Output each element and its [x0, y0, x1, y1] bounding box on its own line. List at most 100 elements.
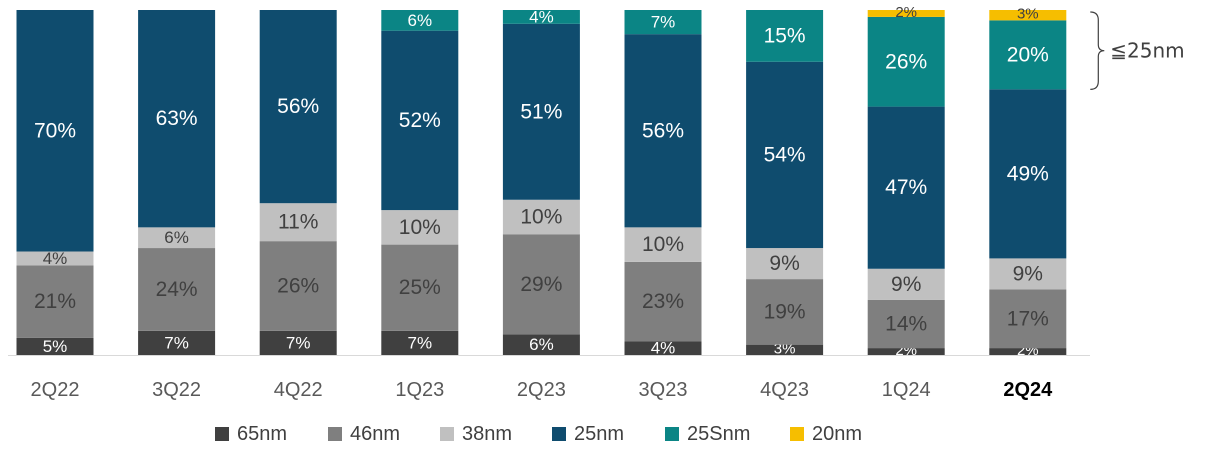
bar-segment-4Q23-25Snm [746, 10, 824, 62]
bar-3Q22: 7% 24% 6% 63% [138, 10, 216, 355]
data-label-4Q22-38nm: 11% [278, 211, 318, 234]
data-label-2Q24-38nm: 9% [1013, 262, 1043, 285]
data-label-3Q23-65nm: 4% [651, 339, 676, 358]
bar-segment-3Q22-65nm [138, 330, 216, 355]
bar-1Q24: 2%14%9%47%26%2% [867, 4, 945, 359]
data-label-1Q23-46nm: 25% [399, 276, 441, 299]
bar-4Q23: 3%19%9%54%15% [746, 10, 824, 357]
legend-label-38nm: 38nm [462, 423, 512, 445]
data-label-3Q22-25nm: 63% [156, 107, 198, 130]
category-label-1Q24: 1Q24 [882, 379, 931, 401]
data-label-4Q22-65nm: 7% [286, 333, 311, 352]
data-label-2Q24-25Snm: 20% [1007, 43, 1049, 66]
data-label-2Q22-65nm: 5% [43, 337, 68, 356]
bar-4Q22: 7% 26% 11% 56% [259, 10, 337, 355]
bar-segment-4Q22-65nm [259, 330, 337, 355]
legend-label-25Snm: 25Snm [687, 423, 750, 445]
category-label-4Q23: 4Q23 [760, 379, 809, 401]
category-label-1Q23: 1Q23 [395, 379, 444, 401]
bar-segment-4Q22-38nm [259, 203, 337, 242]
data-label-3Q23-38nm: 10% [642, 233, 684, 256]
bar-segment-2Q24-65nm [989, 348, 1067, 355]
data-label-2Q22-46nm: 21% [34, 290, 76, 313]
bar-segment-3Q23-65nm [624, 341, 702, 355]
bar-segment-2Q24-25Snm [989, 20, 1067, 90]
data-label-4Q23-38nm: 9% [769, 252, 799, 275]
bar-segment-2Q24-25nm [989, 89, 1067, 259]
bar-segment-1Q24-25Snm [867, 16, 945, 107]
bar-segment-1Q23-65nm [381, 330, 459, 355]
data-label-4Q23-25Snm: 15% [764, 24, 806, 47]
bar-segment-2Q24-38nm [989, 258, 1067, 290]
legend: 65nm 46nm 38nm 25nm 25Snm 20nm [215, 423, 862, 445]
bar-segment-4Q22-25nm [259, 10, 337, 204]
data-label-1Q24-38nm: 9% [891, 273, 921, 296]
bar-segment-2Q22-46nm [16, 265, 94, 338]
legend-swatch-65nm [215, 427, 229, 441]
data-label-2Q22-25nm: 70% [34, 119, 76, 142]
category-label-3Q22: 3Q22 [152, 379, 201, 401]
bar-segment-3Q22-25nm [138, 10, 216, 228]
bar-segment-3Q23-38nm [624, 227, 702, 262]
data-label-3Q23-46nm: 23% [642, 290, 684, 313]
category-label-2Q22: 2Q22 [31, 379, 80, 401]
bracket-label: ≦25nm [1110, 39, 1184, 63]
bar-segment-3Q23-25nm [624, 34, 702, 228]
bar-segment-2Q23-25nm [502, 23, 580, 200]
data-label-2Q23-46nm: 29% [520, 273, 562, 296]
data-label-3Q23-25nm: 56% [642, 119, 684, 142]
bar-2Q22: 5% 21% 4% 70% [16, 10, 94, 356]
legend-label-25nm: 25nm [574, 423, 624, 445]
bracket-25nm [1090, 11, 1105, 90]
legend-label-46nm: 46nm [350, 423, 400, 445]
bar-segment-2Q24-20nm [989, 10, 1067, 21]
legend-swatch-25Snm [665, 427, 679, 441]
bar-segment-1Q23-46nm [381, 244, 459, 331]
data-label-1Q23-25nm: 52% [399, 109, 441, 132]
data-label-1Q23-38nm: 10% [399, 216, 441, 239]
bar-segment-3Q22-46nm [138, 248, 216, 331]
bar-segment-4Q22-46nm [259, 241, 337, 331]
bar-segment-2Q22-25nm [16, 10, 94, 252]
data-label-3Q22-46nm: 24% [156, 278, 198, 301]
bar-segment-2Q23-25Snm [502, 10, 580, 24]
legend-swatch-46nm [328, 427, 342, 441]
bar-segment-4Q23-38nm [746, 248, 824, 280]
data-label-3Q23-25Snm: 7% [651, 13, 676, 32]
data-label-4Q23-25nm: 54% [764, 143, 806, 166]
data-label-2Q23-25Snm: 4% [529, 7, 554, 26]
bar-segment-1Q24-46nm [867, 299, 945, 349]
data-label-1Q24-46nm: 14% [885, 312, 927, 335]
bar-segment-2Q22-65nm [16, 337, 94, 355]
category-label-2Q23: 2Q23 [517, 379, 566, 401]
legend-label-65nm: 65nm [237, 423, 287, 445]
category-label-2Q24: 2Q24 [1003, 379, 1053, 401]
bar-segment-4Q23-25nm [746, 61, 824, 249]
bar-3Q23: 4% 23% 10% 56% 7% [624, 10, 702, 358]
bar-segment-2Q24-46nm [989, 289, 1067, 349]
bar-segment-2Q23-46nm [502, 234, 580, 335]
bar-segment-4Q23-65nm [746, 344, 824, 355]
data-label-2Q23-25nm: 51% [520, 100, 562, 123]
data-label-2Q23-38nm: 10% [520, 206, 562, 229]
data-label-2Q24-46nm: 17% [1007, 307, 1049, 330]
data-label-4Q22-25nm: 56% [277, 95, 319, 118]
legend-label-20nm: 20nm [812, 423, 862, 445]
bar-segment-1Q23-25Snm [381, 10, 459, 31]
data-label-1Q23-25Snm: 6% [408, 11, 433, 30]
legend-swatch-25nm [552, 427, 566, 441]
legend-swatch-20nm [790, 427, 804, 441]
bar-segment-1Q24-25nm [867, 106, 945, 269]
data-label-1Q23-65nm: 7% [408, 333, 433, 352]
bar-1Q23: 7% 25% 10% 52% 6% [381, 10, 459, 355]
data-label-1Q24-25Snm: 26% [885, 50, 927, 73]
data-label-2Q24-25nm: 49% [1007, 162, 1049, 185]
data-label-3Q22-65nm: 7% [164, 333, 189, 352]
bar-segment-2Q23-38nm [502, 199, 580, 235]
data-label-4Q23-46nm: 19% [764, 300, 806, 323]
data-label-3Q22-38nm: 6% [164, 228, 189, 247]
data-label-1Q24-20nm: 2% [895, 4, 917, 21]
bar-segment-1Q23-25nm [381, 30, 459, 211]
